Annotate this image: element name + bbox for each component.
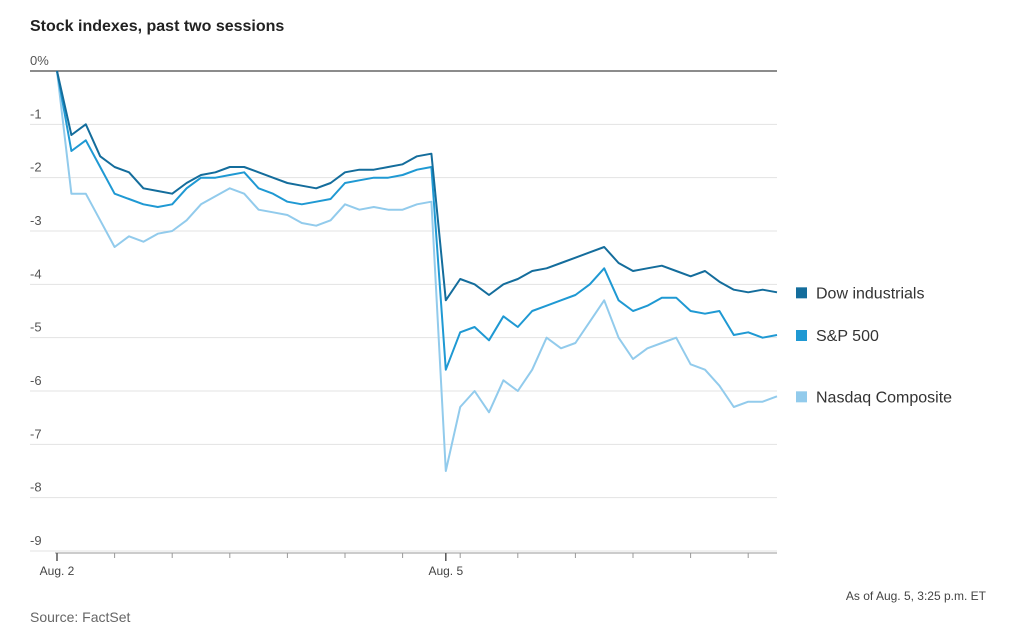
y-tick-label: -2 [30,160,42,175]
y-tick-label: -7 [30,426,42,441]
legend-swatch [796,287,807,299]
y-tick-label: -6 [30,373,42,388]
series-line [56,70,778,472]
legend-label: Dow industrials [816,285,924,302]
note: As of Aug. 5, 3:25 p.m. ET [846,589,987,603]
x-tick-label: Aug. 5 [428,564,463,578]
source: Source: FactSet [30,609,130,625]
legend-swatch [796,330,807,341]
legend-swatch [796,391,807,403]
x-tick-label: Aug. 2 [40,564,75,578]
series-line [56,70,778,302]
y-tick-label: -1 [30,106,42,121]
y-tick-label: -9 [30,533,42,548]
chart-title: Stock indexes, past two sessions [30,18,284,35]
legend-label: S&P 500 [816,328,879,345]
legend-label: Nasdaq Composite [816,389,952,406]
y-tick-label: 0% [30,53,49,68]
y-tick-label: -8 [30,480,42,495]
y-tick-label: -5 [30,320,42,335]
y-tick-label: -3 [30,213,42,228]
series-line [56,70,778,371]
y-tick-label: -4 [30,266,42,281]
